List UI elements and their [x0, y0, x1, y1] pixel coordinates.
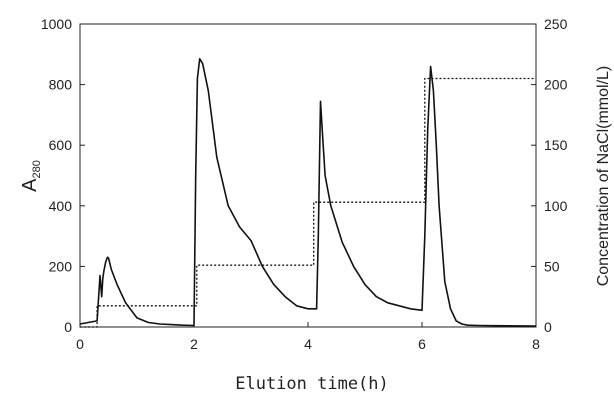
y-axis-label: A280 [19, 160, 43, 192]
y-tick-label: 1000 [41, 16, 72, 32]
x-tick-label: 2 [190, 336, 198, 352]
left-axis-ticks: 0 200 400 600 800 1000 [41, 16, 85, 335]
y-tick-label: 0 [64, 319, 72, 335]
y2-tick-label: 200 [544, 77, 568, 93]
y2-axis-label: Concentration of NaCl(mmol/L) [595, 66, 612, 287]
y2-tick-label: 0 [544, 319, 552, 335]
y-tick-label: 200 [49, 258, 73, 274]
y-tick-label: 400 [49, 198, 73, 214]
y2-tick-label: 50 [544, 258, 560, 274]
x-tick-label: 8 [532, 336, 540, 352]
y2-tick-label: 150 [544, 137, 568, 153]
x-tick-label: 4 [304, 336, 312, 352]
right-axis-ticks: 0 50 100 150 200 250 [531, 16, 568, 335]
x-tick-label: 6 [418, 336, 426, 352]
nacl-gradient-line [80, 77, 536, 328]
y2-tick-label: 100 [544, 198, 568, 214]
y2-tick-label: 250 [544, 16, 568, 32]
y-axis-label-main: A [19, 178, 41, 192]
y-tick-label: 800 [49, 77, 73, 93]
plot-frame [79, 23, 537, 328]
x-tick-label: 0 [76, 336, 84, 352]
x-axis-label: Elution time(h) [235, 374, 389, 394]
y-tick-label: 600 [49, 137, 73, 153]
series-group [79, 57, 537, 328]
absorbance-line [79, 57, 537, 327]
y-axis-label-sub: 280 [31, 160, 43, 178]
